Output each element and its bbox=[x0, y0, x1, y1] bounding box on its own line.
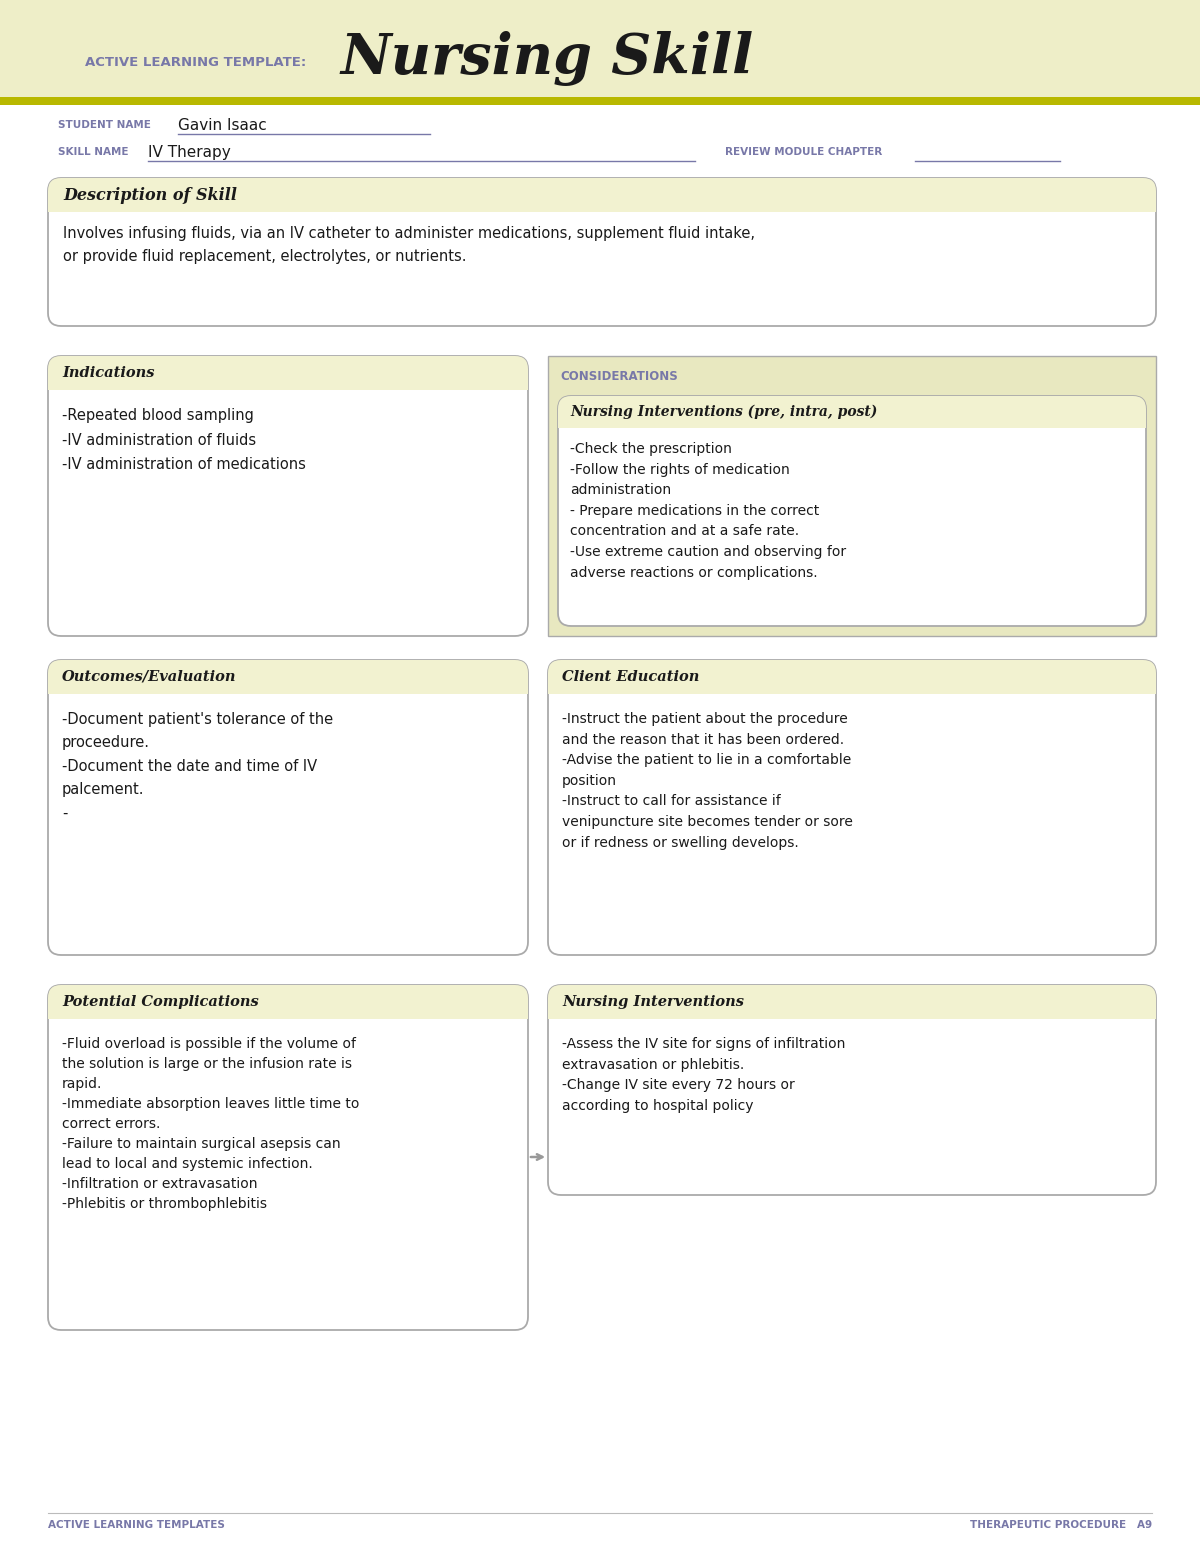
FancyBboxPatch shape bbox=[548, 985, 1156, 1019]
FancyBboxPatch shape bbox=[48, 985, 528, 1019]
Text: ACTIVE LEARNING TEMPLATES: ACTIVE LEARNING TEMPLATES bbox=[48, 1520, 224, 1530]
FancyBboxPatch shape bbox=[548, 660, 1156, 694]
Text: Outcomes/Evaluation: Outcomes/Evaluation bbox=[62, 669, 236, 683]
Bar bbox=[0, 0, 1200, 106]
Text: -Assess the IV site for signs of infiltration
extravasation or phlebitis.
-Chang: -Assess the IV site for signs of infiltr… bbox=[562, 1037, 845, 1114]
Bar bbox=[48, 682, 528, 694]
Text: Indications: Indications bbox=[62, 367, 155, 380]
Text: Involves infusing fluids, via an IV catheter to administer medications, suppleme: Involves infusing fluids, via an IV cath… bbox=[64, 227, 755, 264]
Bar bbox=[558, 415, 1146, 429]
Text: CONSIDERATIONS: CONSIDERATIONS bbox=[560, 370, 678, 384]
Bar bbox=[548, 682, 1156, 694]
Text: -Repeated blood sampling
-IV administration of fluids
-IV administration of medi: -Repeated blood sampling -IV administrat… bbox=[62, 408, 306, 472]
Text: -Fluid overload is possible if the volume of
the solution is large or the infusi: -Fluid overload is possible if the volum… bbox=[62, 1037, 359, 1211]
Text: SKILL NAME: SKILL NAME bbox=[58, 148, 128, 157]
Text: REVIEW MODULE CHAPTER: REVIEW MODULE CHAPTER bbox=[725, 148, 882, 157]
Text: ACTIVE LEARNING TEMPLATE:: ACTIVE LEARNING TEMPLATE: bbox=[85, 56, 306, 68]
Text: -Check the prescription
-Follow the rights of medication
administration
- Prepar: -Check the prescription -Follow the righ… bbox=[570, 443, 846, 579]
Text: THERAPEUTIC PROCEDURE   A9: THERAPEUTIC PROCEDURE A9 bbox=[970, 1520, 1152, 1530]
FancyBboxPatch shape bbox=[48, 179, 1156, 326]
Bar bbox=[548, 356, 1156, 637]
Bar bbox=[48, 1006, 528, 1019]
FancyBboxPatch shape bbox=[548, 660, 1156, 955]
Text: -Instruct the patient about the procedure
and the reason that it has been ordere: -Instruct the patient about the procedur… bbox=[562, 711, 853, 849]
Bar bbox=[48, 377, 528, 390]
Text: Client Education: Client Education bbox=[562, 669, 700, 683]
Text: Description of Skill: Description of Skill bbox=[64, 186, 238, 203]
FancyBboxPatch shape bbox=[48, 179, 1156, 213]
FancyBboxPatch shape bbox=[558, 396, 1146, 429]
Bar bbox=[0, 96, 1200, 106]
Text: IV Therapy: IV Therapy bbox=[148, 144, 230, 160]
Text: -Document patient's tolerance of the
proceedure.
-Document the date and time of : -Document patient's tolerance of the pro… bbox=[62, 711, 334, 820]
Bar bbox=[48, 199, 1156, 213]
FancyBboxPatch shape bbox=[48, 356, 528, 637]
FancyBboxPatch shape bbox=[48, 660, 528, 694]
FancyBboxPatch shape bbox=[48, 356, 528, 390]
FancyBboxPatch shape bbox=[548, 985, 1156, 1194]
FancyBboxPatch shape bbox=[48, 985, 528, 1329]
Text: Nursing Interventions (pre, intra, post): Nursing Interventions (pre, intra, post) bbox=[570, 405, 877, 419]
FancyBboxPatch shape bbox=[48, 660, 528, 955]
FancyBboxPatch shape bbox=[558, 396, 1146, 626]
Text: Nursing Skill: Nursing Skill bbox=[340, 31, 754, 85]
Text: STUDENT NAME: STUDENT NAME bbox=[58, 120, 151, 130]
Text: Gavin Isaac: Gavin Isaac bbox=[178, 118, 266, 132]
Text: Potential Complications: Potential Complications bbox=[62, 995, 259, 1009]
Bar bbox=[548, 1006, 1156, 1019]
Text: Nursing Interventions: Nursing Interventions bbox=[562, 995, 744, 1009]
